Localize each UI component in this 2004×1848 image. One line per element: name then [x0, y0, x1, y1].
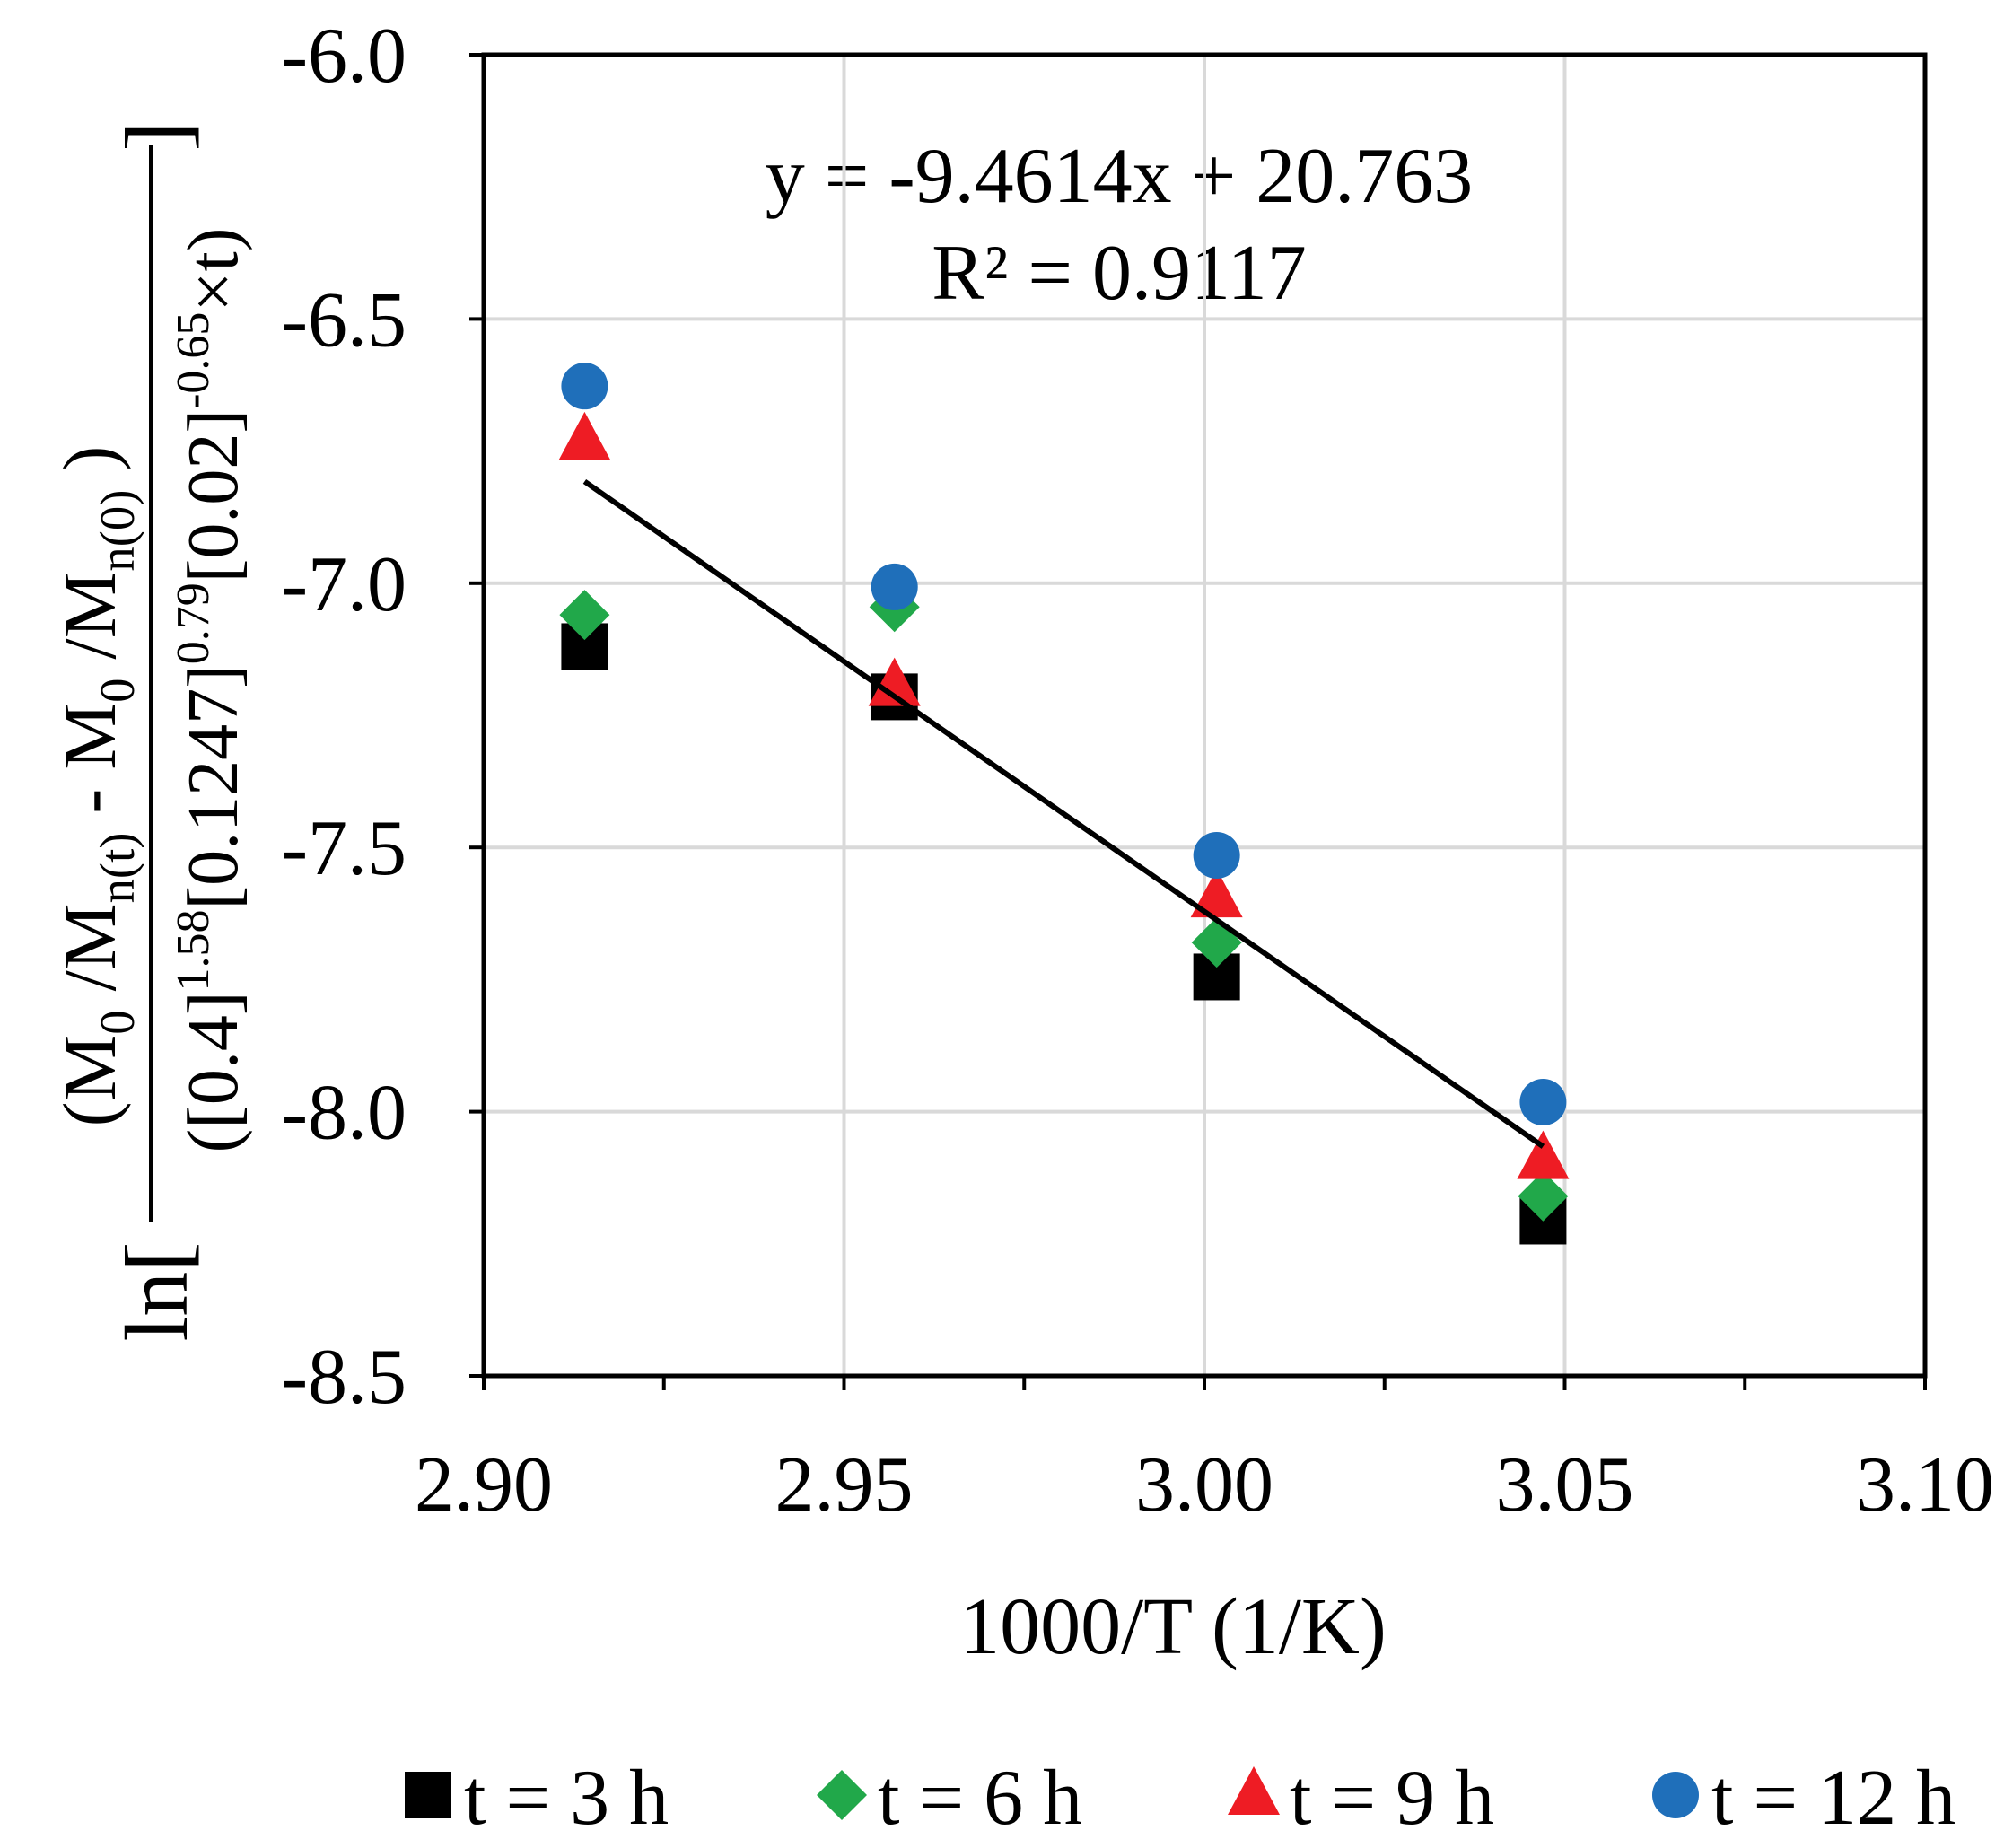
y-label-segment: 0.79	[168, 582, 219, 664]
plot-frame	[481, 52, 1928, 1379]
marker-square	[405, 1772, 451, 1818]
y-label-suffix: ]	[107, 121, 206, 151]
x-axis-label: 1000/T (1/K)	[959, 1582, 1387, 1671]
marker-circle	[871, 563, 918, 610]
trendline-equation: y = -9.4614x + 20.763	[766, 133, 1474, 220]
y-label-segment: ([0.4]	[174, 991, 253, 1152]
marker-circle	[1519, 1079, 1567, 1126]
y-label-segment: 0	[90, 679, 144, 703]
y-label-segment: /M	[48, 572, 132, 679]
y-tick-label: -7.5	[282, 805, 407, 892]
x-tick-label: 3.10	[1856, 1441, 1994, 1528]
y-label-numerator: (M0​ /Mn(t)​ - M0​ /Mn(0)​ )	[48, 446, 144, 1127]
legend-label: t = 12 h	[1711, 1755, 1956, 1842]
y-label-segment: [0.02]	[174, 409, 253, 582]
x-tick-label: 2.95	[775, 1441, 914, 1528]
y-label-segment: 1.58	[168, 909, 219, 991]
marker-circle	[1652, 1772, 1699, 1818]
y-label-segment: (M	[48, 1035, 132, 1127]
legend-label: t = 3 h	[464, 1755, 669, 1842]
y-label-segment: n(t)	[90, 833, 144, 904]
marker-triangle	[1228, 1766, 1280, 1815]
y-tick-label: -7.0	[282, 541, 407, 628]
y-tick-label: -6.5	[282, 276, 407, 363]
marker-diamond	[817, 1770, 867, 1820]
y-label-segment: 0	[90, 1010, 144, 1034]
y-label-segment: - M	[48, 703, 132, 833]
y-label-segment: -0.65	[168, 312, 219, 409]
y-label-segment: [0.1247]	[174, 664, 253, 909]
x-tick-label: 3.05	[1496, 1441, 1634, 1528]
marker-circle	[561, 363, 608, 410]
y-label-segment: /M	[48, 903, 132, 1010]
y-label-segment: n(0)	[90, 490, 144, 572]
y-axis-label: ln[] (M0​ /Mn(t)​ - M0​ /Mn(0)​ ) ([0.4]1.…	[48, 121, 253, 1341]
y-label-segment: )	[48, 446, 132, 490]
trendline-r2: R² = 0.9117	[932, 230, 1306, 317]
marker-circle	[1193, 832, 1240, 880]
y-tick-label: -8.5	[282, 1334, 407, 1421]
marker-triangle	[868, 657, 921, 706]
y-label-prefix: ln[	[107, 1241, 206, 1341]
x-tick-label: 3.00	[1135, 1441, 1273, 1528]
marker-diamond	[1191, 917, 1242, 968]
x-tick-label: 2.90	[415, 1441, 553, 1528]
trendline	[582, 479, 1545, 1149]
legend-label: t = 6 h	[878, 1755, 1082, 1842]
y-tick-label: -6.0	[282, 13, 407, 100]
y-tick-label: -8.0	[282, 1070, 407, 1157]
marker-diamond	[1518, 1170, 1569, 1222]
marker-triangle	[1517, 1130, 1570, 1179]
legend-label: t = 9 h	[1290, 1755, 1494, 1842]
marker-diamond	[559, 590, 610, 641]
marker-triangle	[1190, 869, 1243, 918]
marker-triangle	[558, 411, 611, 460]
y-label-segment: ×t)	[174, 228, 253, 312]
y-label-denominator: ([0.4]1.58​[0.1247]0.79​[0.02]-0.65​×t)	[168, 228, 253, 1153]
